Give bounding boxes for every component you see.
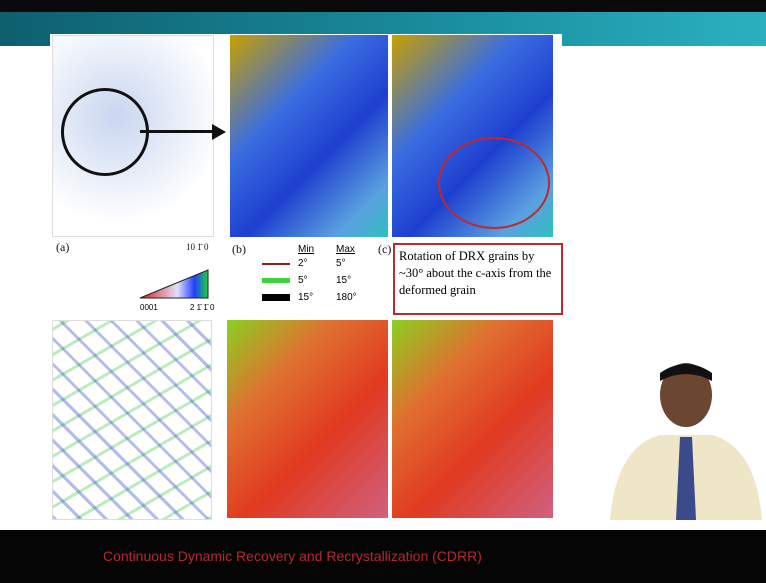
circle-marker bbox=[61, 88, 149, 176]
legend-row: 2° 5° bbox=[262, 258, 372, 269]
highlight-ellipse bbox=[438, 137, 550, 229]
map-f bbox=[392, 320, 553, 518]
legend-max: 180° bbox=[336, 292, 357, 303]
legend-row: 5° 15° bbox=[262, 275, 372, 286]
legend-min: 15° bbox=[298, 292, 336, 303]
legend-swatch bbox=[262, 294, 290, 301]
legend-header: Min Max bbox=[262, 244, 372, 255]
legend-swatch bbox=[262, 278, 290, 283]
screen: (a) 10 1̄ 0 (b) (c) Min Max 2° 5° 5° 15°… bbox=[0, 0, 766, 583]
caption-text: Continuous Dynamic Recovery and Recrysta… bbox=[103, 548, 482, 564]
legend-swatch bbox=[262, 263, 290, 265]
map-d bbox=[52, 320, 212, 520]
legend-min: 2° bbox=[298, 258, 336, 269]
legend-header: Max bbox=[336, 244, 355, 255]
arrow-head bbox=[212, 124, 226, 140]
panel-label: (a) bbox=[56, 240, 69, 255]
triangle-label: 0001 bbox=[140, 303, 158, 312]
legend: Min Max 2° 5° 5° 15° 15° 180° bbox=[262, 244, 372, 303]
caption-bar: Continuous Dynamic Recovery and Recrysta… bbox=[0, 530, 766, 583]
map-a bbox=[52, 35, 214, 237]
map-e bbox=[227, 320, 388, 518]
map-c bbox=[392, 35, 553, 237]
map-b bbox=[230, 35, 388, 237]
presenter bbox=[600, 355, 766, 520]
legend-min: 5° bbox=[298, 275, 336, 286]
ipf-triangle: 0001 2 1̄ 1̄ 0 bbox=[136, 268, 216, 314]
ipf-label: 10 1̄ 0 bbox=[186, 242, 209, 252]
panel-label: (b) bbox=[232, 242, 246, 257]
arrow bbox=[140, 130, 216, 133]
legend-row: 15° 180° bbox=[262, 292, 372, 303]
triangle-shape bbox=[140, 270, 208, 298]
legend-header: Min bbox=[298, 244, 336, 255]
panel-label: (c) bbox=[378, 242, 391, 257]
triangle-label: 2 1̄ 1̄ 0 bbox=[190, 303, 215, 312]
legend-max: 5° bbox=[336, 258, 346, 269]
legend-max: 15° bbox=[336, 275, 351, 286]
callout-box: Rotation of DRX grains by ~30° about the… bbox=[393, 243, 563, 315]
